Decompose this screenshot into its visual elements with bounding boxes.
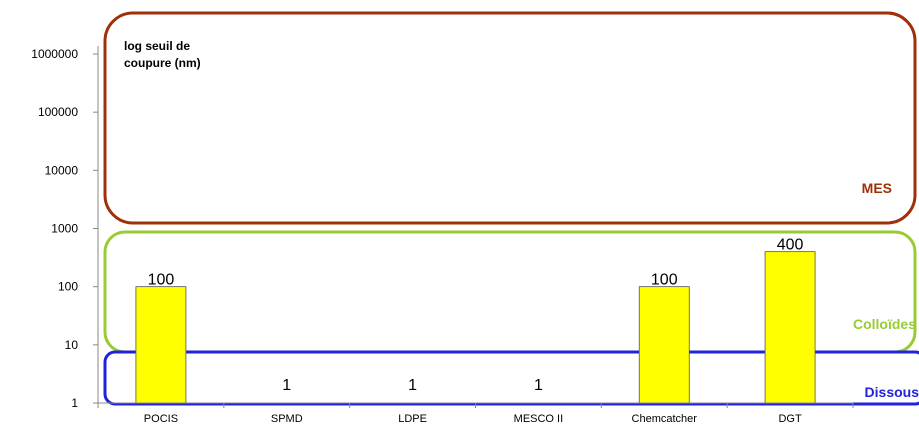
x-tick-label-dgt: DGT [778, 413, 802, 425]
bar-pocis [135, 286, 187, 404]
y-axis-title-line2: coupure (nm) [124, 56, 201, 70]
zone-mes-box [103, 11, 917, 225]
axes-group [93, 46, 854, 408]
zone-dissous-label: Dissous [865, 384, 919, 400]
zone-rectangles [103, 11, 919, 406]
y-tick-label: 10 [65, 338, 79, 352]
y-tick-label: 100000 [38, 105, 78, 119]
data-label-spmd: 1 [282, 377, 291, 394]
x-tick-label-mesco-ii: MESCO II [514, 413, 564, 425]
bar-dgt [764, 251, 816, 404]
data-label-dgt: 400 [777, 237, 804, 254]
zone-mes-label: MES [862, 180, 892, 196]
bar-chemcatcher [638, 286, 690, 404]
y-axis-title-line1: log seuil de [124, 39, 191, 53]
y-tick-label: 1000000 [31, 47, 78, 61]
x-tick-label-chemcatcher: Chemcatcher [632, 413, 698, 425]
labels-group: MES Colloïdes Dissous 100 1 1 1 100 400 1 10 100 100… [31, 47, 919, 425]
y-tick-label: 1 [71, 396, 78, 410]
data-label-chemcatcher: 100 [651, 272, 678, 289]
x-tick-label-ldpe: LDPE [398, 413, 427, 425]
x-tick-label-pocis: POCIS [144, 413, 178, 425]
data-label-mesco-ii: 1 [534, 377, 543, 394]
y-tick-label: 10000 [45, 163, 79, 177]
data-label-pocis: 100 [148, 272, 175, 289]
zone-collodes-label: Colloïdes [853, 316, 916, 332]
data-label-ldpe: 1 [408, 377, 417, 394]
y-tick-label: 100 [58, 280, 78, 294]
y-axis-title: log seuil de coupure (nm) [124, 38, 254, 72]
y-tick-label: 1000 [51, 222, 78, 236]
x-tick-label-spmd: SPMD [271, 413, 303, 425]
bars-group [135, 251, 816, 404]
zone-dissous-box [103, 350, 919, 406]
